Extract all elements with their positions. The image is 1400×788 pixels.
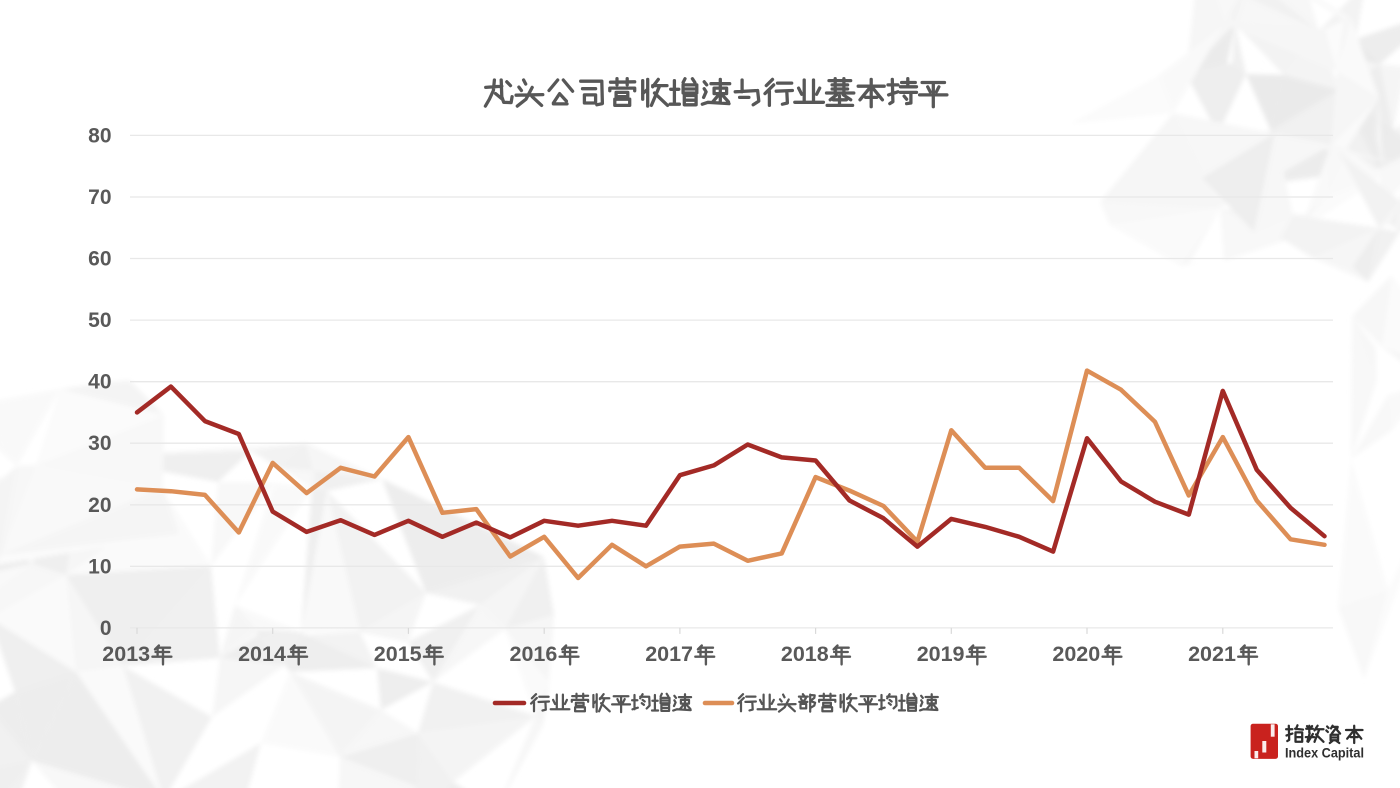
svg-text:2021: 2021	[1188, 642, 1236, 666]
svg-text:60: 60	[88, 248, 111, 271]
svg-text:2019: 2019	[917, 642, 965, 666]
svg-text:20: 20	[88, 494, 111, 517]
svg-text:40: 40	[88, 371, 111, 394]
svg-text:2013: 2013	[102, 642, 150, 666]
svg-text:70: 70	[88, 186, 111, 209]
svg-text:30: 30	[88, 432, 111, 455]
svg-text:2016: 2016	[510, 642, 558, 666]
svg-text:50: 50	[88, 309, 111, 332]
svg-text:2020: 2020	[1052, 642, 1100, 666]
svg-text:2014: 2014	[238, 642, 286, 666]
svg-text:0: 0	[100, 617, 112, 640]
svg-text:Index Capital: Index Capital	[1285, 746, 1364, 761]
svg-text:80: 80	[88, 124, 111, 147]
svg-text:2017: 2017	[645, 642, 693, 666]
svg-text:2018: 2018	[781, 642, 829, 666]
svg-text:10: 10	[88, 555, 111, 578]
svg-text:2015: 2015	[374, 642, 422, 666]
